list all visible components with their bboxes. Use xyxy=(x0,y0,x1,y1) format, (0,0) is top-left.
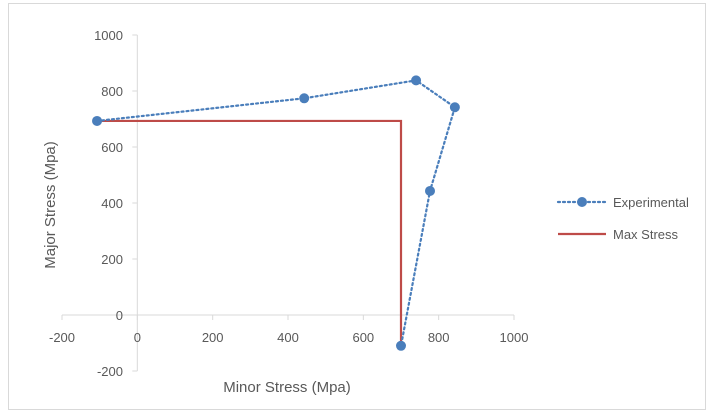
x-tick-label: 1000 xyxy=(500,330,529,345)
legend: Experimental Max Stress xyxy=(556,195,689,242)
y-tick-label: 800 xyxy=(101,84,123,99)
data-point-marker xyxy=(425,185,436,196)
data-point-marker xyxy=(411,75,422,86)
series-line-experimental xyxy=(95,79,457,347)
series-layer xyxy=(92,75,460,351)
legend-label: Max Stress xyxy=(613,227,679,242)
data-point-marker xyxy=(299,93,310,104)
y-tick-label: -200 xyxy=(97,364,123,379)
data-point-marker xyxy=(449,102,460,113)
axes xyxy=(61,34,515,372)
x-tick-labels: -200 0 200 400 600 800 1000 xyxy=(49,330,528,345)
x-tick-label: 800 xyxy=(428,330,450,345)
x-tick-label: 0 xyxy=(134,330,141,345)
x-tick-label: -200 xyxy=(49,330,75,345)
data-point-marker xyxy=(396,340,406,351)
y-tick-label: 1000 xyxy=(94,28,123,43)
y-tick-labels: -200 0 200 400 600 800 1000 xyxy=(94,28,123,379)
y-tick-label: 400 xyxy=(101,196,123,211)
x-tick-label: 200 xyxy=(202,330,224,345)
x-tick-label: 600 xyxy=(352,330,374,345)
series-line-max-stress xyxy=(97,119,403,346)
legend-marker xyxy=(577,197,587,207)
chart-border xyxy=(8,3,706,410)
x-tick-label: 400 xyxy=(277,330,299,345)
data-point-marker xyxy=(92,115,103,126)
y-tick-label: 600 xyxy=(101,140,123,155)
y-tick-label: 0 xyxy=(116,308,123,323)
x-axis-title: Minor Stress (Mpa) xyxy=(223,379,351,396)
y-axis-title: Major Stress (Mpa) xyxy=(42,141,59,269)
legend-label: Experimental xyxy=(613,195,689,210)
y-tick-label: 200 xyxy=(101,252,123,267)
